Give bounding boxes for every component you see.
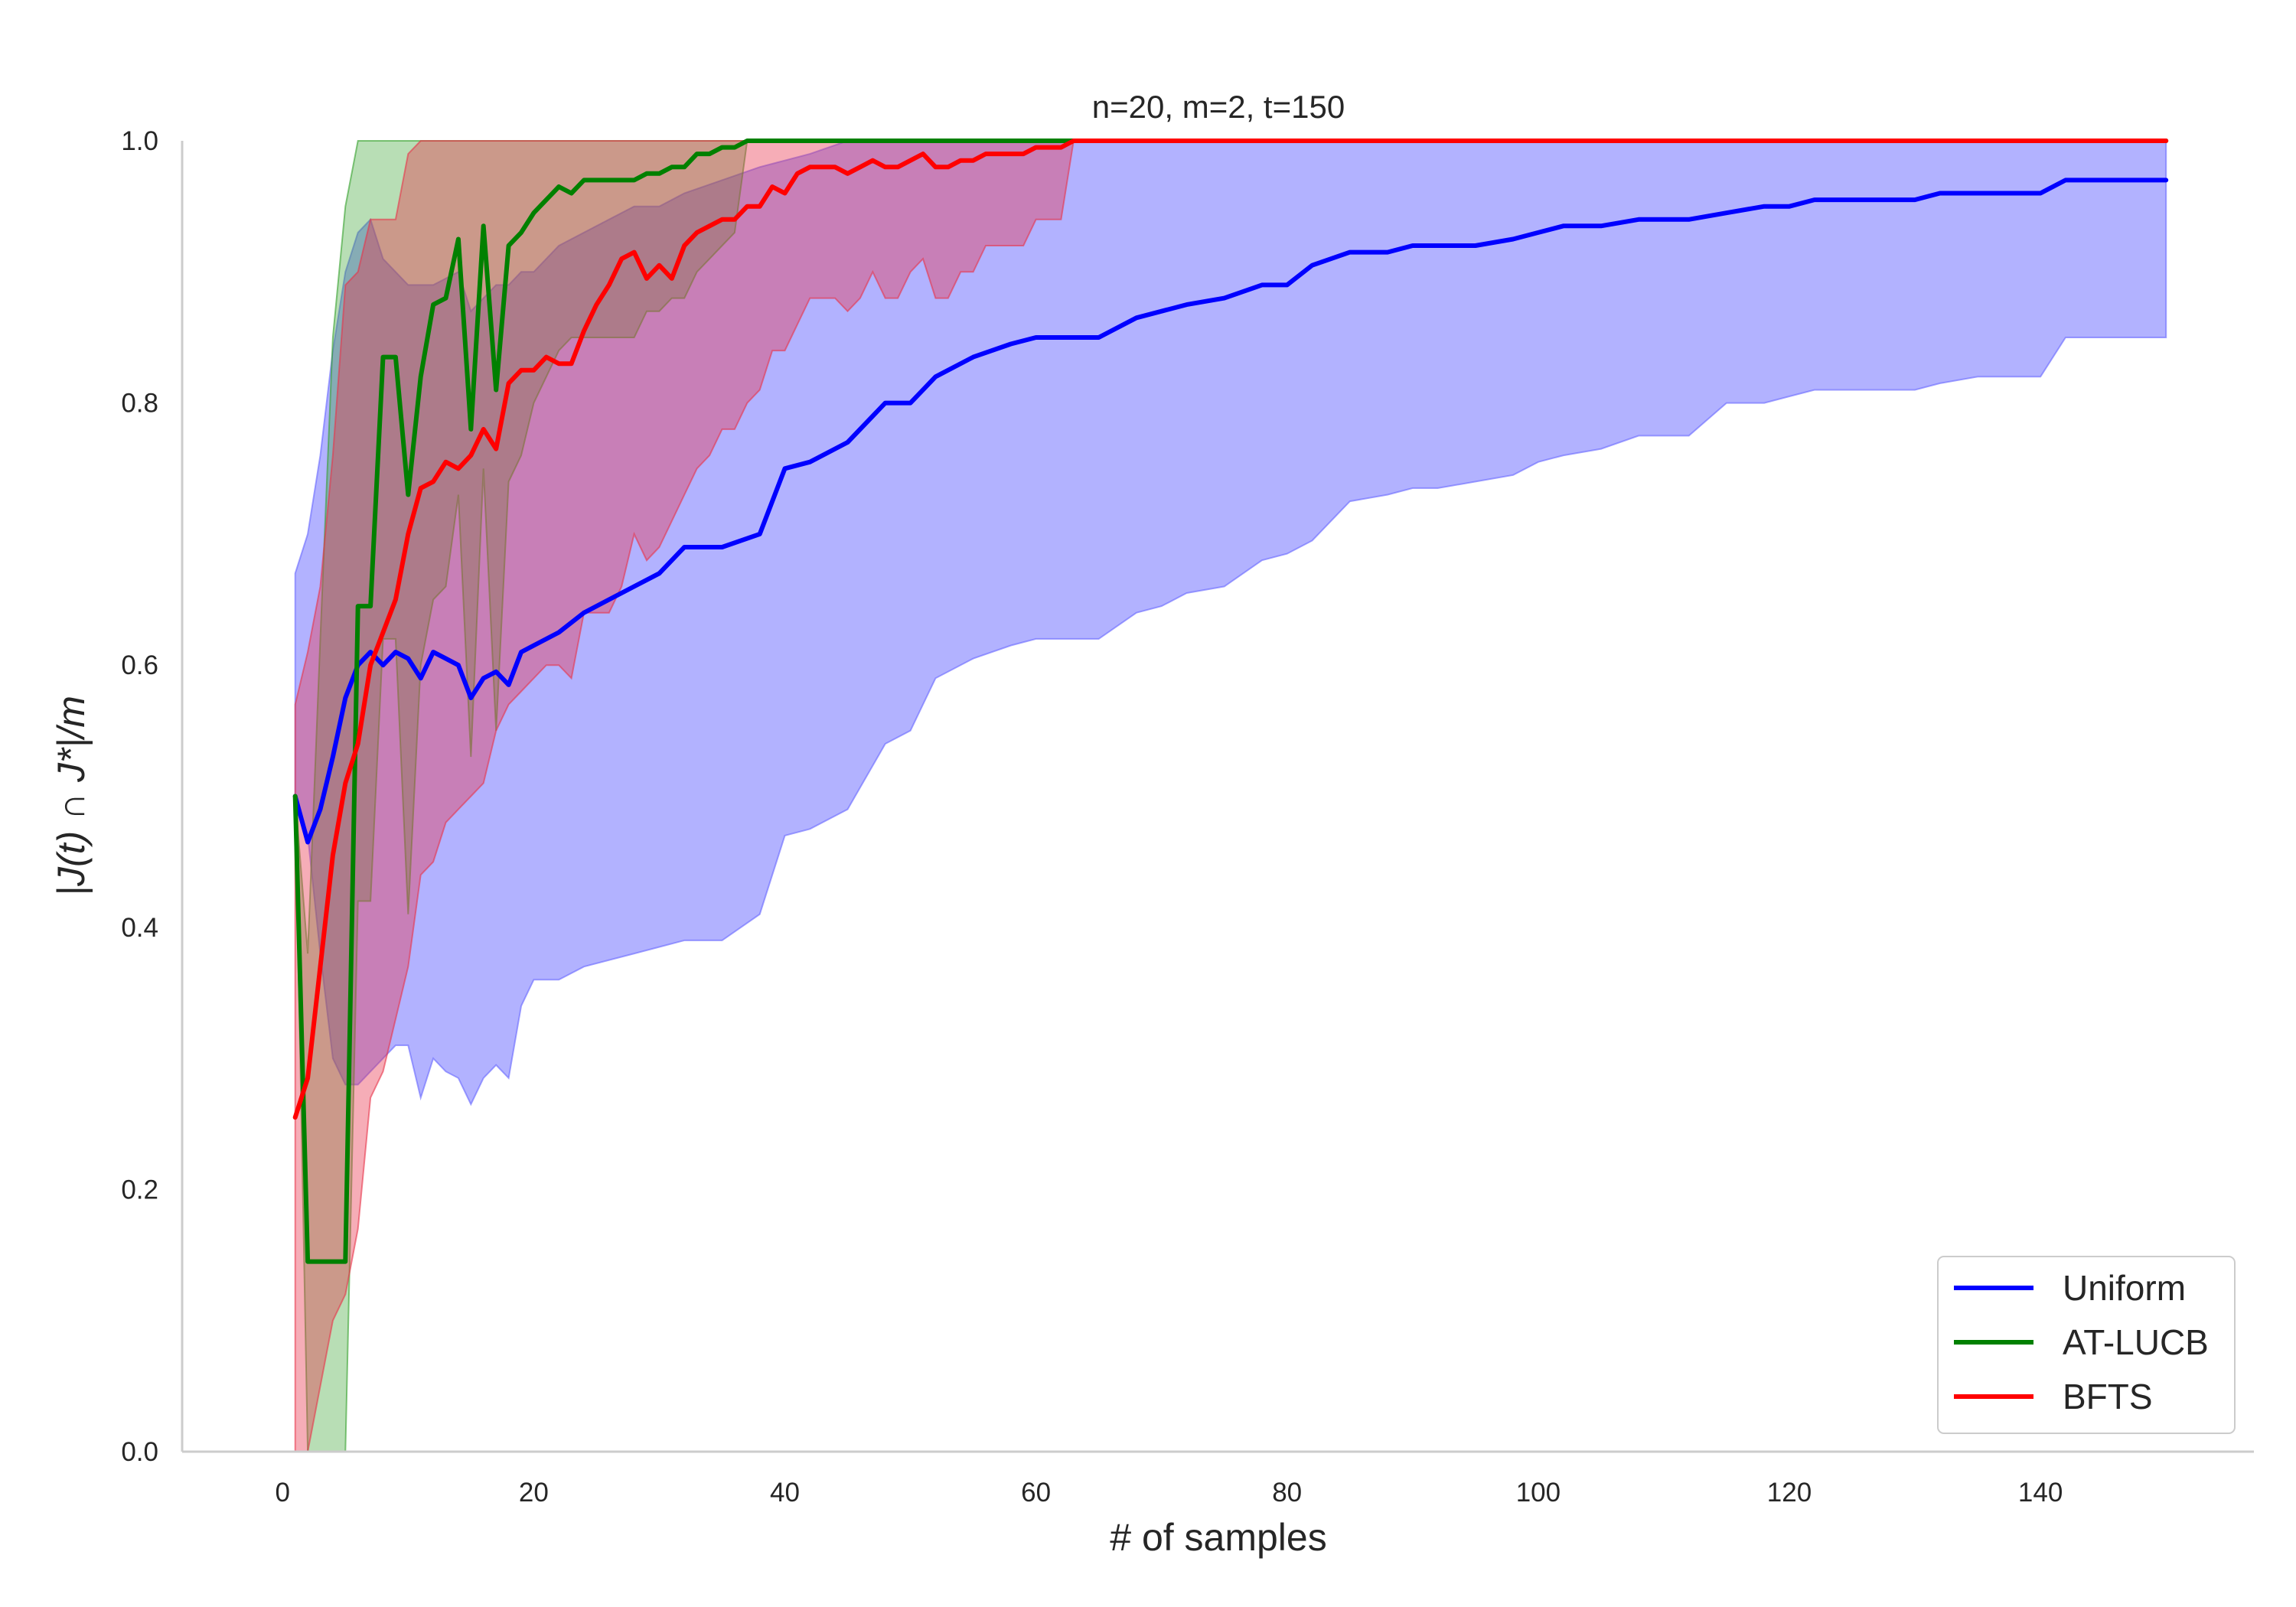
series-line-at-lucb (292, 139, 2169, 1264)
y-tick-label: 1.0 (121, 126, 158, 156)
x-tick-label: 140 (2018, 1478, 2063, 1508)
series-lines (292, 139, 2169, 1264)
x-tick-label: 20 (519, 1478, 549, 1508)
legend-label-bfts: BFTS (2063, 1377, 2153, 1416)
y-tick-label: 0.4 (121, 913, 158, 943)
x-tick-labels: 0 20 40 60 80 100 120 140 (275, 1478, 2063, 1508)
y-tick-labels: 0.0 0.2 0.4 0.6 0.8 1.0 (121, 126, 158, 1467)
y-tick-label: 0.2 (121, 1175, 158, 1204)
axes (181, 141, 2254, 1453)
chart-title: n=20, m=2, t=150 (1092, 89, 1345, 125)
y-tick-label: 0.0 (121, 1437, 158, 1467)
y-tick-label: 0.6 (121, 650, 158, 680)
x-axis-label: # of samples (1110, 1516, 1326, 1559)
x-tick-label: 40 (770, 1478, 800, 1508)
series-line-bfts (292, 139, 2169, 1120)
x-tick-label: 120 (1767, 1478, 1812, 1508)
x-tick-label: 0 (275, 1478, 289, 1508)
x-tick-label: 100 (1516, 1478, 1561, 1508)
legend: Uniform AT-LUCB BFTS (1937, 1256, 2236, 1434)
x-tick-label: 80 (1272, 1478, 1302, 1508)
x-tick-label: 60 (1021, 1478, 1051, 1508)
legend-box (1937, 1256, 2236, 1434)
y-tick-label: 0.8 (121, 389, 158, 419)
legend-label-at-lucb: AT-LUCB (2063, 1322, 2209, 1362)
y-axis-label: |J(t) ∩ J*|/m (50, 696, 93, 896)
legend-label-uniform: Uniform (2063, 1268, 2186, 1308)
series-line-uniform (292, 178, 2169, 845)
